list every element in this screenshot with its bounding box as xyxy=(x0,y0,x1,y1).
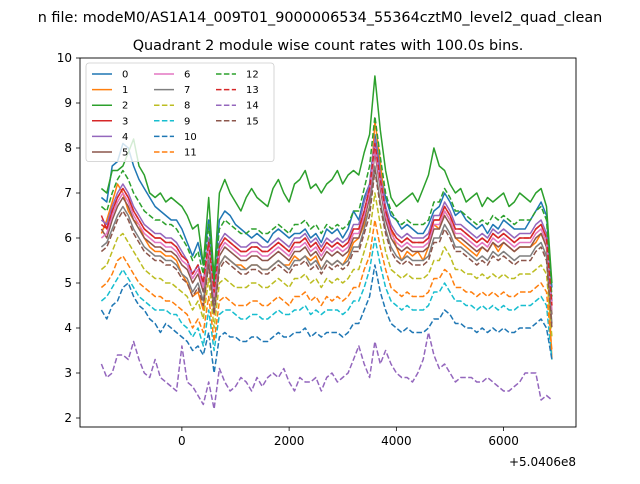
series-line-0 xyxy=(100,133,553,288)
series-line-11 xyxy=(100,219,553,351)
y-tick-label: 8 xyxy=(64,141,72,155)
y-tick-label: 7 xyxy=(64,186,72,200)
legend-label: 6 xyxy=(184,70,190,81)
legend-label: 8 xyxy=(184,101,190,112)
legend-label: 9 xyxy=(184,116,190,127)
x-tick-label: 6000 xyxy=(488,434,519,448)
y-tick-label: 6 xyxy=(64,231,72,245)
legend-label: 1 xyxy=(122,85,128,96)
x-tick-label: 2000 xyxy=(274,434,305,448)
series-layer xyxy=(100,75,553,410)
chart-title: Quadrant 2 module wise count rates with … xyxy=(133,38,524,54)
series-line-9 xyxy=(100,237,553,360)
series-line-12 xyxy=(100,115,553,297)
series-line-4 xyxy=(100,138,553,302)
plot-frame xyxy=(79,57,577,428)
series-line-15 xyxy=(100,169,553,329)
y-tick-label: 10 xyxy=(57,51,72,65)
series-line-7 xyxy=(100,165,553,324)
y-tick-label: 2 xyxy=(64,411,72,425)
legend-label: 7 xyxy=(184,85,190,96)
y-tick-label: 5 xyxy=(64,276,72,290)
legend-label: 12 xyxy=(246,70,259,81)
legend-label: 15 xyxy=(246,116,259,127)
legend-label: 2 xyxy=(122,101,128,112)
series-line-5 xyxy=(100,151,553,315)
legend-label: 4 xyxy=(122,132,128,143)
legend-box xyxy=(85,62,275,162)
series-line-2 xyxy=(100,75,553,284)
series-line-6 xyxy=(100,147,553,311)
legend-label: 10 xyxy=(184,132,197,143)
legend-label: 5 xyxy=(122,148,128,159)
legend-label: 11 xyxy=(184,148,197,159)
series-line-8 xyxy=(100,192,553,338)
legend-label: 3 xyxy=(122,116,128,127)
y-tick-label: 3 xyxy=(64,366,72,380)
y-tick-label: 9 xyxy=(64,96,72,110)
legend-label: 13 xyxy=(246,85,259,96)
x-offset-label: +5.0406e8 xyxy=(509,455,576,469)
legend-label: 14 xyxy=(246,101,259,112)
legend-label: 0 xyxy=(122,70,128,81)
series-line-13 xyxy=(100,142,553,306)
series-line-10 xyxy=(100,264,553,374)
x-tick-label: 0 xyxy=(178,434,186,448)
x-tick-label: 4000 xyxy=(381,434,412,448)
series-line-14 xyxy=(100,331,553,410)
figure-suptitle: n file: modeM0/AS1A14_009T01_9000006534_… xyxy=(38,10,603,26)
y-tick-label: 4 xyxy=(64,321,72,335)
